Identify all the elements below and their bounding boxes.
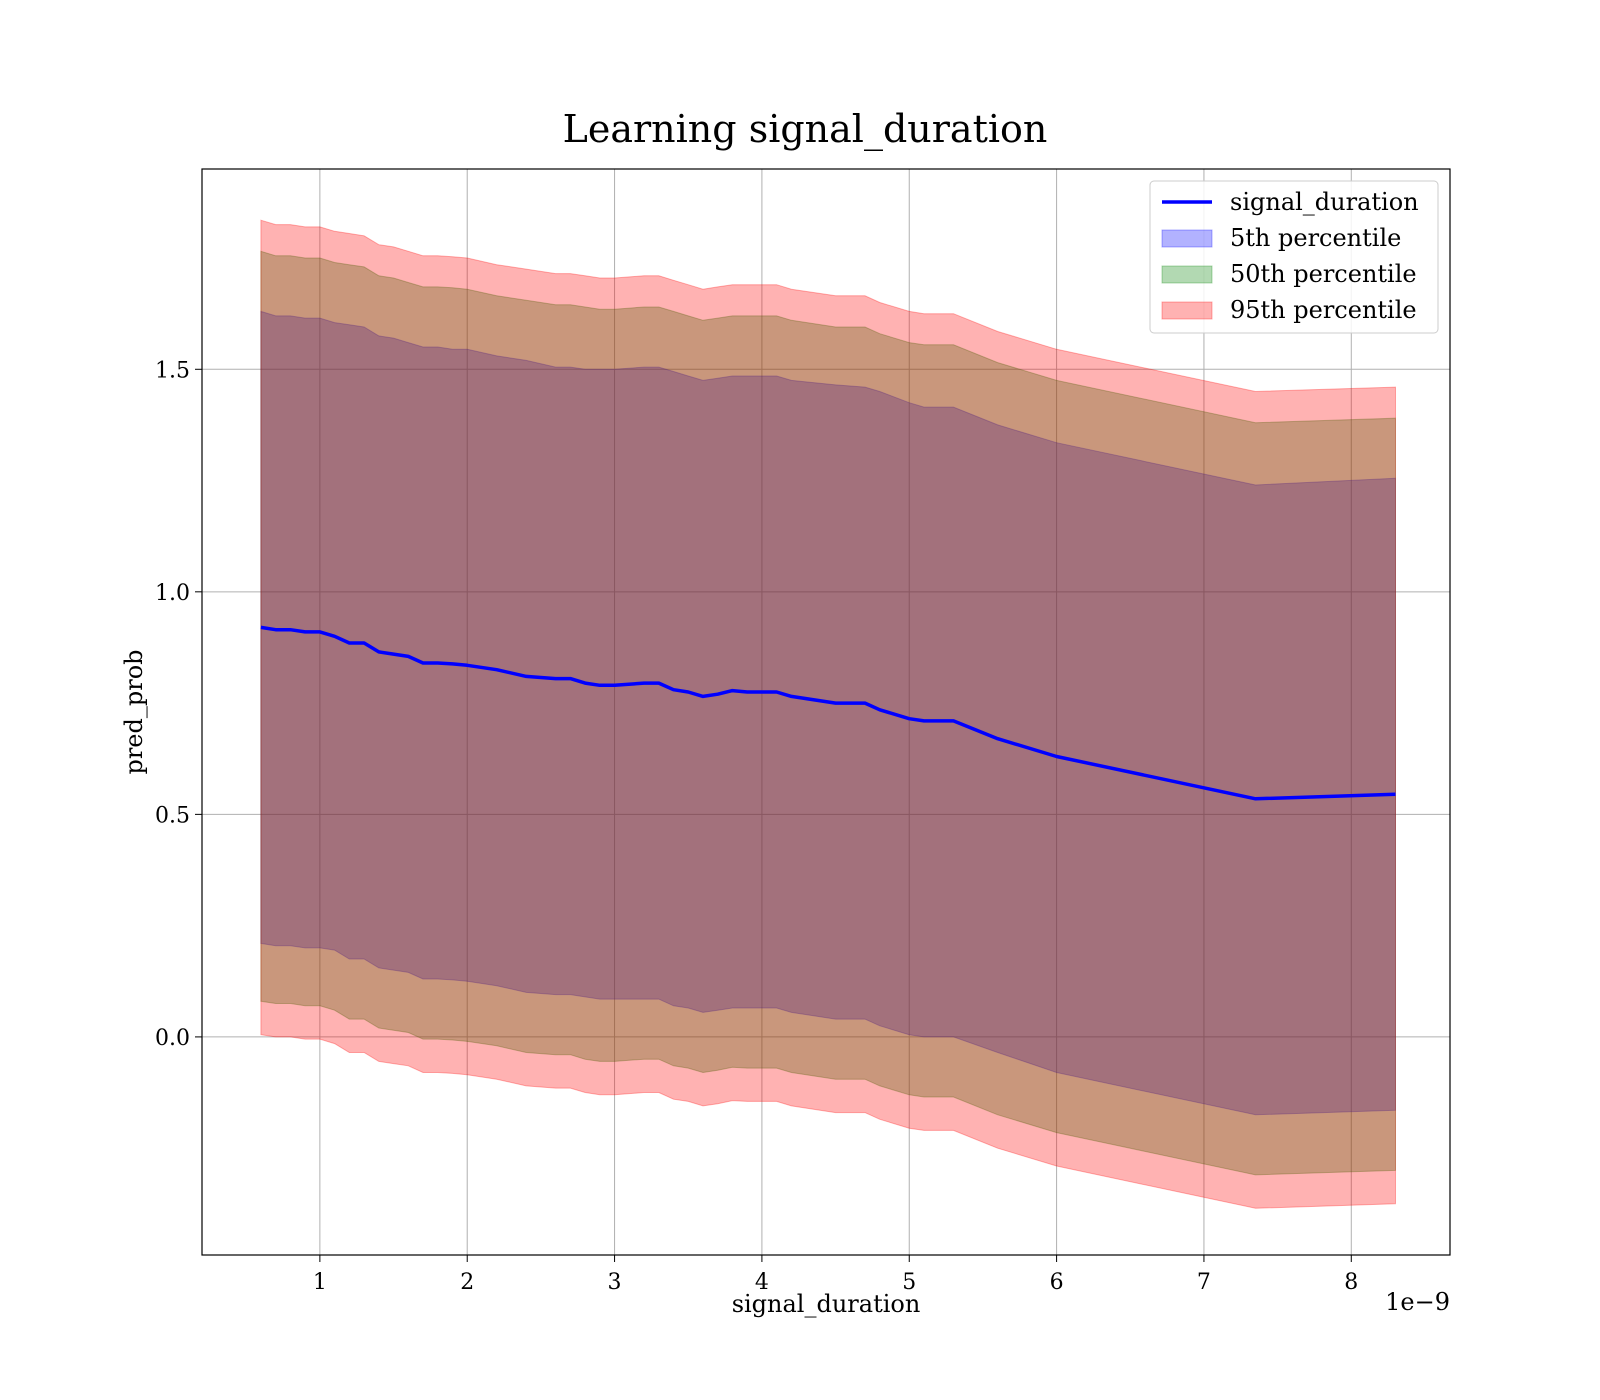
band-5th-percentile [260,310,1396,1116]
x-tick-label: 8 [1344,1270,1358,1295]
legend-items: signal_duration 5th percentile 50th percen… [1161,188,1419,324]
series-line-signal-duration [260,625,1396,801]
y-tick-label: 1.0 [155,581,190,606]
y-tick-label: 0.5 [155,803,190,828]
chart-title: Learning signal_duration [563,107,1048,152]
legend-label: 5th percentile [1230,224,1401,252]
x-axis-ticks: 1 2 3 4 5 6 7 8 [313,1255,1358,1295]
legend-item: 5th percentile [1161,224,1401,252]
x-tick-label: 5 [902,1270,916,1295]
y-axis-ticks: 0.0 0.5 1.0 1.5 [155,358,202,1051]
x-tick-label: 7 [1197,1270,1211,1295]
legend-item: 95th percentile [1161,296,1417,324]
legend: signal_duration 5th percentile 50th percen… [1149,180,1439,334]
legend-label: 95th percentile [1230,296,1417,324]
grid [202,169,1450,1255]
x-axis-label: signal_duration [732,1290,921,1318]
band-50th-percentile [260,250,1396,1176]
legend-swatch-patch [1161,301,1213,320]
series-lines [260,625,1396,801]
legend-swatch-patch [1161,229,1213,248]
x-tick-label: 3 [608,1270,622,1295]
x-tick-label: 4 [755,1270,769,1295]
legend-label: signal_duration [1230,188,1419,216]
legend-item: signal_duration [1162,188,1419,216]
x-tick-label: 2 [460,1270,474,1295]
legend-swatch-patch [1161,265,1213,284]
legend-item: 50th percentile [1161,260,1417,288]
y-tick-label: 0.0 [155,1026,190,1051]
x-tick-label: 6 [1050,1270,1064,1295]
x-axis-offset-label: 1e−9 [1385,1288,1450,1316]
legend-frame [1149,180,1439,334]
plot-frame [201,168,1451,1256]
legend-label: 50th percentile [1230,260,1417,288]
band-95th-percentile [260,219,1396,1209]
percentile-bands [260,219,1396,1209]
y-axis-label: pred_prob [120,649,148,774]
x-tick-label: 1 [313,1270,327,1295]
y-tick-label: 1.5 [155,358,190,383]
